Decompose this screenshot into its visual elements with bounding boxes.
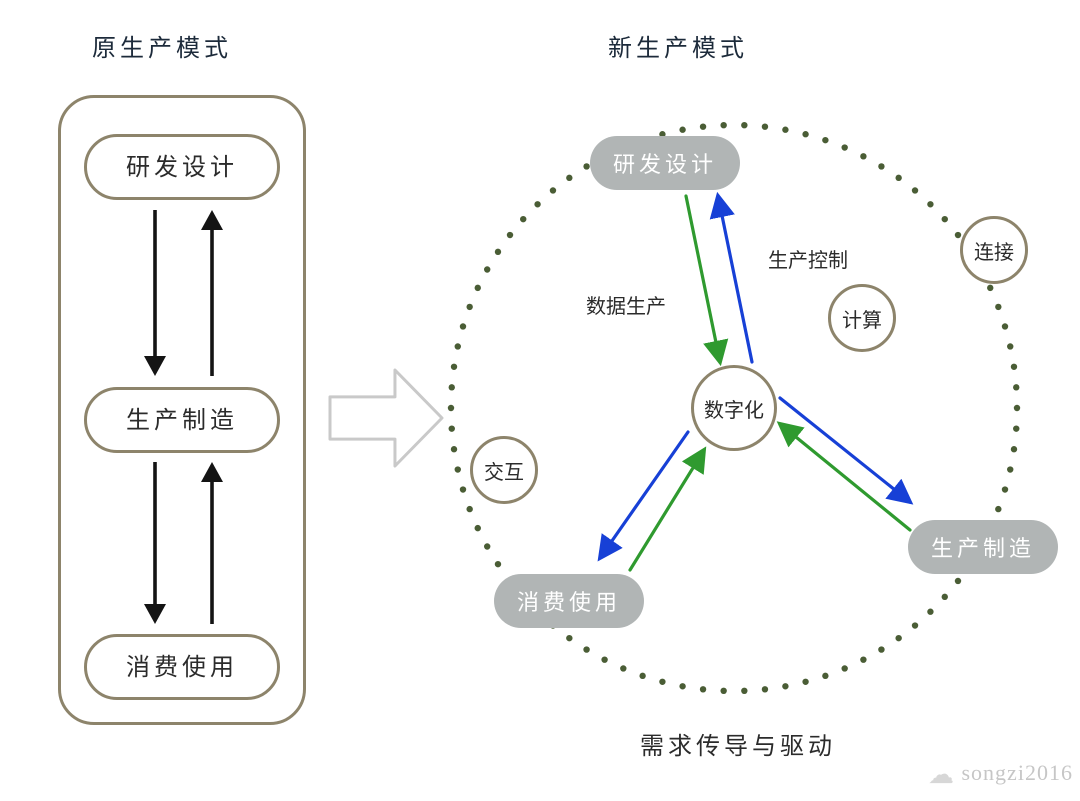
edge-label-production-control: 生产控制	[768, 244, 848, 273]
wechat-icon: ☁	[928, 760, 955, 789]
node-rd: 研发设计	[590, 136, 740, 190]
diagram-stage: { "titles": { "left": "原生产模式", "right": …	[0, 0, 1080, 801]
center-node: 数字化	[691, 365, 777, 451]
watermark: ☁ songzi2016	[928, 760, 1073, 790]
watermark-text: songzi2016	[962, 760, 1073, 785]
edge-label-data-production: 数据生产	[586, 290, 666, 319]
bottom-caption: 需求传导与驱动	[640, 726, 836, 761]
node-consume: 消费使用	[494, 574, 644, 628]
small-node-interact: 交互	[470, 436, 538, 504]
left-arrows-group	[144, 210, 223, 624]
small-node-connect: 连接	[960, 216, 1028, 284]
small-node-compute: 计算	[828, 284, 896, 352]
svg-layer	[0, 0, 1080, 801]
big-arrow-group	[330, 370, 442, 466]
node-manufacture: 生产制造	[908, 520, 1058, 574]
